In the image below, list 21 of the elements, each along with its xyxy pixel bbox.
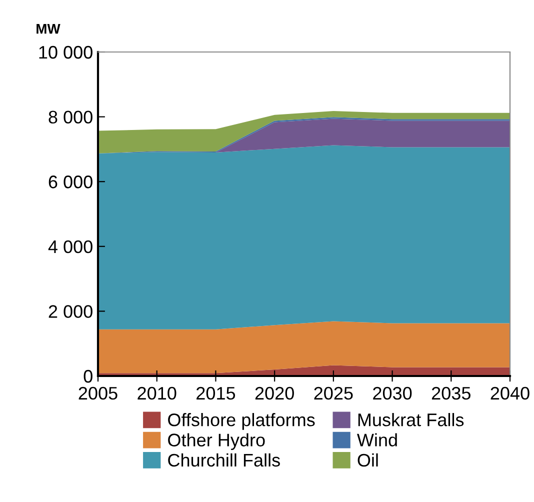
x-tick-label: 2025 [314,386,353,400]
legend-label: Other Hydro [168,433,265,450]
x-tick-label: 2015 [196,386,236,400]
legend-label: Wind [357,433,397,446]
x-tick-label: 2035 [432,386,470,400]
legend-label: Oil [358,453,378,467]
legend-label: Offshore platforms [168,413,315,430]
x-tick-label: 2010 [138,386,176,400]
y-tick-label: 6 000 [48,176,92,188]
x-tick-label: 2040 [490,386,530,400]
y-tick-label: 8 000 [48,110,92,124]
y-tick-label: 4 000 [48,240,92,254]
y-tick-label: 10 000 [39,46,92,59]
y-tick-label: 0 [84,370,92,383]
y-axis-title: MW [36,24,60,34]
x-tick-label: 2005 [78,386,118,400]
legend-label: Muskrat Falls [358,413,464,426]
x-tick-label: 2030 [373,386,412,400]
y-tick-label: 2 000 [48,305,92,318]
legend-label: Churchill Falls [168,453,280,467]
x-tick-label: 2020 [255,386,294,400]
